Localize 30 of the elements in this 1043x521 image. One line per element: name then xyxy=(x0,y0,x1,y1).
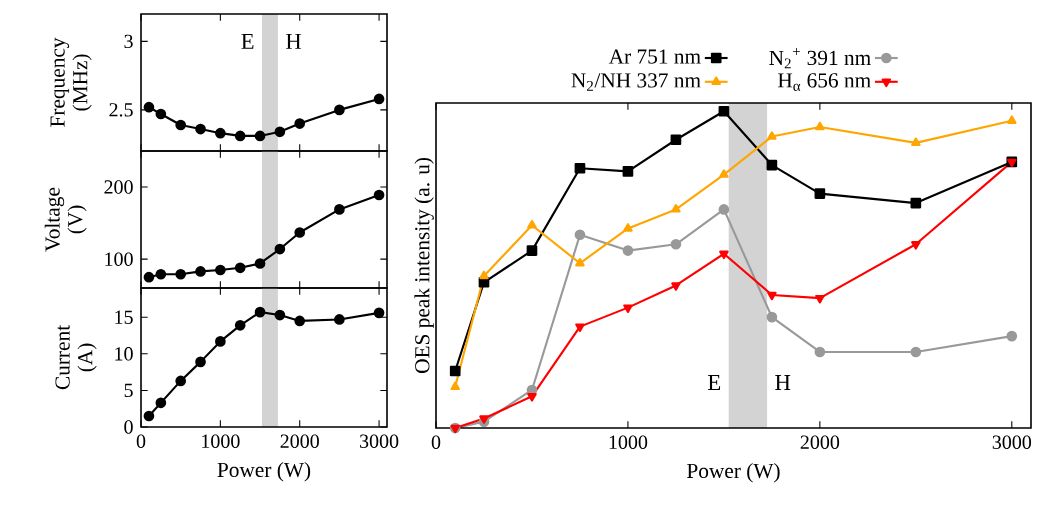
legend-label: N$_{2}$$^{+}$ 391 nm xyxy=(769,48,871,69)
y-tick-label: 3 xyxy=(124,34,133,49)
y-tick-label: 2.5 xyxy=(109,103,133,117)
x-axis-title: Power (W) xyxy=(217,462,311,482)
x-tick-label: 2000 xyxy=(280,434,319,448)
y-axis-title: Current (A) xyxy=(55,325,97,390)
y-axis-title: OES peak intensity (a. u) xyxy=(414,158,434,374)
y-tick-label: 0 xyxy=(124,420,133,434)
y-axis-title: Voltage (V) xyxy=(44,187,87,252)
legend-label: Ar 751 nm xyxy=(608,49,701,64)
x-tick-label: 2000 xyxy=(800,435,840,449)
annotation: E xyxy=(708,375,721,390)
x-axis-title: Power (W) xyxy=(687,463,780,483)
annotation: E xyxy=(241,33,254,49)
y-tick-label: 10 xyxy=(115,347,133,361)
annotation: H xyxy=(286,33,302,49)
x-tick-label: 0 xyxy=(136,434,146,448)
y-tick-label: 100 xyxy=(105,252,133,266)
x-tick-label: 3000 xyxy=(360,434,399,448)
x-tick-label: 3000 xyxy=(992,435,1032,449)
legend-label: N$_{2}$/NH 337 nm xyxy=(571,73,701,91)
x-tick-label: 1000 xyxy=(202,434,240,448)
legend-label: H$_{α}$ 656 nm xyxy=(777,73,871,91)
y-axis-title: Frequency (MHz) xyxy=(50,37,92,127)
annotation: H xyxy=(775,375,791,390)
x-tick-label: 0 xyxy=(431,435,441,449)
y-tick-label: 15 xyxy=(115,310,133,324)
y-tick-label: 200 xyxy=(104,180,133,194)
y-tick-label: 5 xyxy=(124,383,133,398)
x-tick-label: 1000 xyxy=(609,435,648,449)
